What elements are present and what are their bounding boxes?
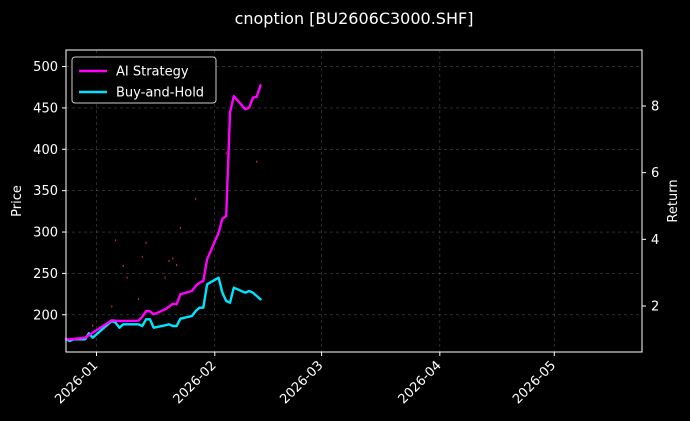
y-tick-label: 500 <box>33 60 58 75</box>
series-lines <box>64 84 262 343</box>
legend-box <box>71 56 217 104</box>
y2-axis-label: Return <box>666 179 681 222</box>
ai-strategy-line <box>64 84 262 341</box>
y-axis-label: Price <box>10 185 25 217</box>
price-point <box>225 152 227 155</box>
price-point <box>179 226 182 229</box>
price-point <box>145 241 147 244</box>
y-tick-label: 450 <box>33 101 58 116</box>
y-tick-label: 350 <box>33 184 58 199</box>
plot-frame <box>65 49 643 353</box>
price-series <box>92 152 258 327</box>
price-point <box>92 324 94 327</box>
price-point <box>164 276 166 279</box>
legend: AI Strategy Buy-and-Hold <box>71 56 217 104</box>
price-point <box>176 264 178 267</box>
price-point <box>126 276 128 279</box>
price-point <box>172 257 174 260</box>
legend-label-buy-and-hold: Buy-and-Hold <box>116 86 204 101</box>
legend-label-ai-strategy: AI Strategy <box>116 65 189 80</box>
chart-title: cnoption [BU2606C3000.SHF] <box>235 9 474 28</box>
price-point <box>114 239 117 242</box>
y2-tick-label: 4 <box>651 233 659 248</box>
y2-tick-label: 2 <box>651 300 659 315</box>
price-point <box>122 264 124 267</box>
y-tick-label: 300 <box>33 226 58 241</box>
buy-and-hold-line <box>64 276 262 343</box>
y-tick-label: 250 <box>33 267 58 282</box>
y-tick-label: 400 <box>33 143 58 158</box>
price-point <box>137 298 140 301</box>
y2-tick-label: 6 <box>651 166 659 181</box>
y-tick-label: 200 <box>33 308 58 323</box>
y2-tick-label: 8 <box>651 100 659 115</box>
price-point <box>141 255 143 258</box>
price-point <box>195 197 197 200</box>
price-point <box>111 305 113 308</box>
price-point <box>256 160 258 163</box>
price-point <box>168 259 170 262</box>
